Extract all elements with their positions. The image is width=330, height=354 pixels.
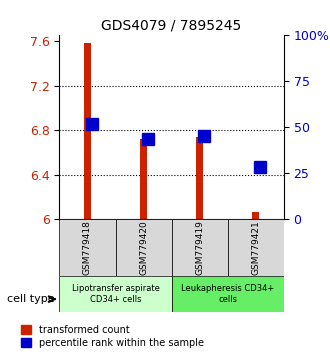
FancyBboxPatch shape [172,219,228,276]
Title: GDS4079 / 7895245: GDS4079 / 7895245 [102,19,242,33]
Text: GSM779418: GSM779418 [83,220,92,275]
Text: Lipotransfer aspirate
CD34+ cells: Lipotransfer aspirate CD34+ cells [72,284,159,303]
Legend: transformed count, percentile rank within the sample: transformed count, percentile rank withi… [21,325,204,348]
Bar [84,42,91,219]
FancyBboxPatch shape [59,276,172,312]
Text: GSM779419: GSM779419 [195,220,204,275]
FancyBboxPatch shape [115,219,172,276]
FancyBboxPatch shape [59,219,116,276]
Bar [140,139,147,219]
Text: GSM779420: GSM779420 [139,221,148,275]
FancyBboxPatch shape [228,219,284,276]
FancyBboxPatch shape [172,276,284,312]
Bar [252,212,259,219]
Text: GSM779421: GSM779421 [251,221,260,275]
Text: cell type: cell type [7,294,54,304]
Bar [196,137,203,219]
Text: Leukapheresis CD34+
cells: Leukapheresis CD34+ cells [181,284,274,303]
